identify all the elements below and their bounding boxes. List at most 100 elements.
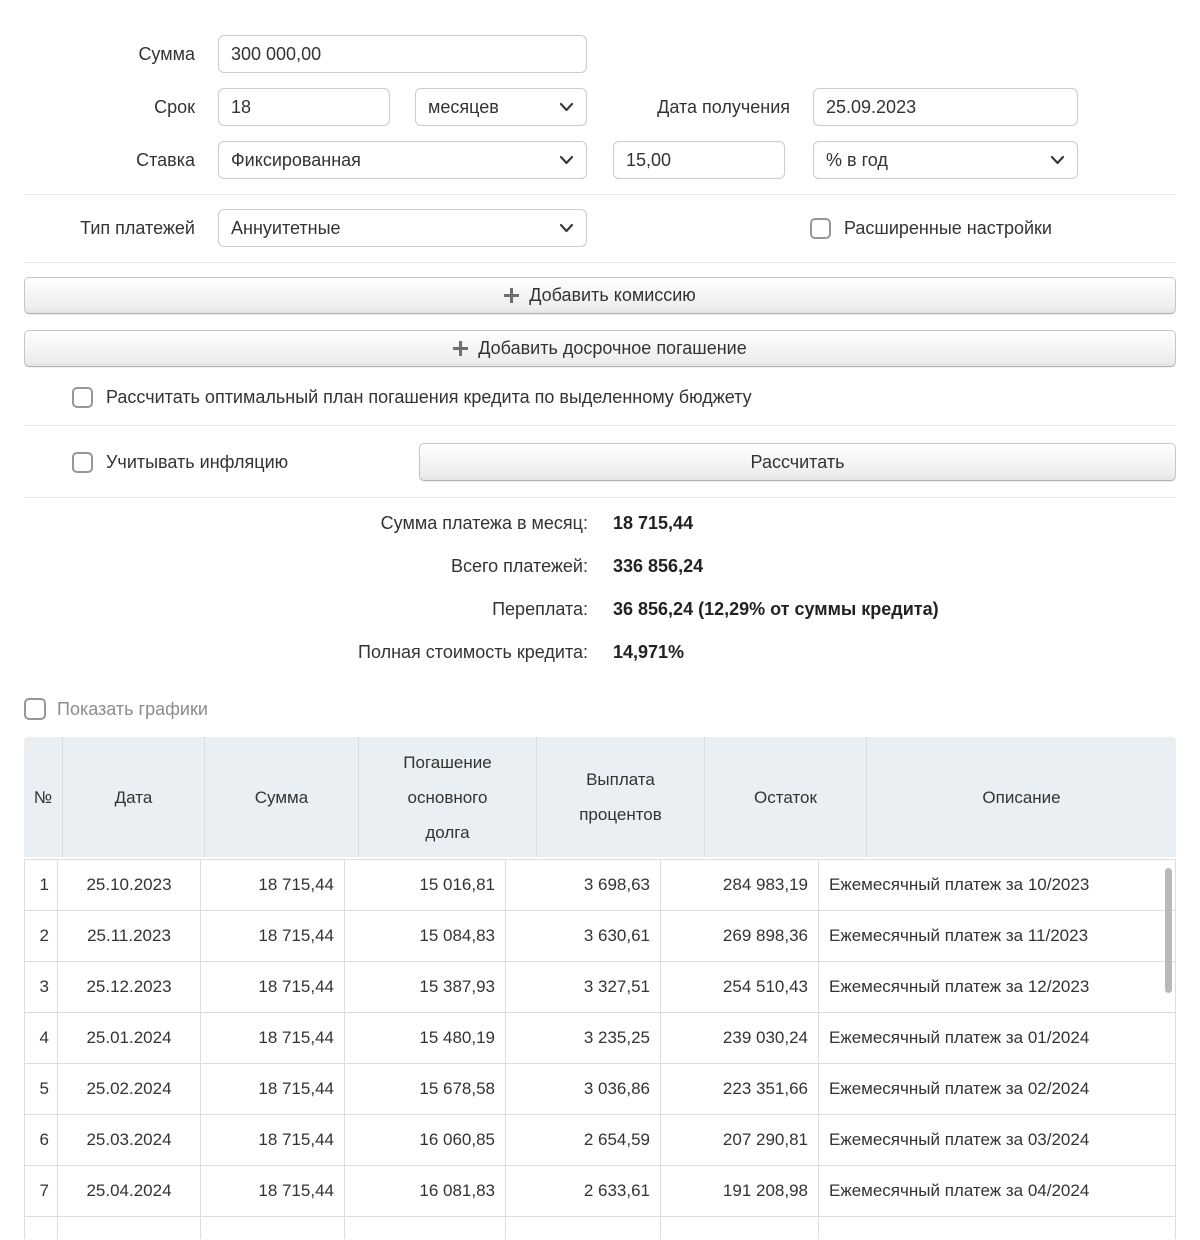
rate-unit-select-wrap: % в год <box>813 141 1078 179</box>
cell-description: Ежемесячный платеж за 10/2023 <box>829 875 1090 894</box>
optimal-plan-label[interactable]: Рассчитать оптимальный план погашения кр… <box>106 386 752 407</box>
table-row <box>25 1217 1175 1239</box>
col-description: Описание <box>866 737 1176 857</box>
date-label: Дата получения <box>657 96 790 117</box>
show-charts-checkbox-group: Показать графики <box>24 697 1176 721</box>
table-scrollbar-thumb[interactable] <box>1165 868 1172 993</box>
term-unit-select[interactable]: месяцев <box>415 88 587 126</box>
calculate-row: Учитывать инфляцию Рассчитать <box>24 443 1176 481</box>
divider <box>24 425 1176 426</box>
calculate-button[interactable]: Рассчитать <box>419 443 1176 481</box>
table-header: № Дата Сумма Погашение основного долга В… <box>24 737 1176 857</box>
result-row: Полная стоимость кредита: 14,971% <box>24 642 1176 663</box>
cell-interest: 2 654,59 <box>506 1115 661 1165</box>
full-cost-label: Полная стоимость кредита: <box>358 642 588 662</box>
cell-principal: 16 081,83 <box>345 1166 506 1216</box>
cell-description: Ежемесячный платеж за 02/2024 <box>829 1079 1090 1098</box>
cell-description: Ежемесячный платеж за 03/2024 <box>829 1130 1090 1149</box>
cell-amount <box>201 1217 345 1239</box>
cell-amount: 18 715,44 <box>201 1013 345 1063</box>
cell-number: 5 <box>25 1064 58 1114</box>
advanced-settings-checkbox[interactable] <box>810 217 831 239</box>
table-row: 4 25.01.2024 18 715,44 15 480,19 3 235,25 239… <box>25 1013 1175 1064</box>
amount-label: Сумма <box>138 43 195 64</box>
cell-interest: 3 235,25 <box>506 1013 661 1063</box>
cell-principal: 15 016,81 <box>345 860 506 910</box>
cell-principal: 15 480,19 <box>345 1013 506 1063</box>
rate-unit-select[interactable]: % в год <box>813 141 1078 179</box>
cell-number: 4 <box>25 1013 58 1063</box>
amount-row: Сумма <box>24 35 1176 73</box>
term-row: Срок месяцев Дата получения <box>24 88 1176 126</box>
date-input[interactable] <box>813 88 1078 126</box>
col-principal: Погашение основного долга <box>358 737 536 857</box>
optimal-plan-checkbox[interactable] <box>72 386 93 408</box>
inflation-checkbox-group: Учитывать инфляцию <box>72 451 289 473</box>
cell-date: 25.03.2024 <box>58 1115 201 1165</box>
rate-type-select[interactable]: Фиксированная <box>218 141 587 179</box>
cell-amount: 18 715,44 <box>201 860 345 910</box>
add-commission-button[interactable]: Добавить комиссию <box>24 277 1176 314</box>
cell-date: 25.01.2024 <box>58 1013 201 1063</box>
cell-principal: 15 084,83 <box>345 911 506 961</box>
cell-amount: 18 715,44 <box>201 1064 345 1114</box>
cell-balance: 239 030,24 <box>661 1013 819 1063</box>
cell-balance <box>661 1217 819 1239</box>
inflation-label[interactable]: Учитывать инфляцию <box>106 451 289 472</box>
rate-label: Ставка <box>136 149 195 170</box>
cell-interest: 3 698,63 <box>506 860 661 910</box>
add-early-payment-button[interactable]: Добавить досрочное погашение <box>24 330 1176 367</box>
cell-number: 3 <box>25 962 58 1012</box>
overpayment-value: 36 856,24 (12,29% от суммы кредита) <box>613 599 939 619</box>
cell-balance: 254 510,43 <box>661 962 819 1012</box>
col-number: № <box>33 787 53 807</box>
payment-type-select[interactable]: Аннуитетные <box>218 209 587 247</box>
payment-type-select-wrap: Аннуитетные <box>218 209 587 247</box>
show-charts-checkbox[interactable] <box>24 698 46 720</box>
payment-schedule-table: № Дата Сумма Погашение основного долга В… <box>24 737 1176 1239</box>
cell-interest: 3 327,51 <box>506 962 661 1012</box>
plus-icon <box>453 341 469 356</box>
cell-date: 25.10.2023 <box>58 860 201 910</box>
cell-interest: 3 630,61 <box>506 911 661 961</box>
payment-type-label: Тип платежей <box>80 217 195 238</box>
col-interest: Выплата процентов <box>536 737 704 857</box>
divider <box>24 194 1176 195</box>
cell-balance: 191 208,98 <box>661 1166 819 1216</box>
cell-date: 25.12.2023 <box>58 962 201 1012</box>
cell-description: Ежемесячный платеж за 01/2024 <box>829 1028 1090 1047</box>
inflation-checkbox[interactable] <box>72 451 93 473</box>
cell-date: 25.11.2023 <box>58 911 201 961</box>
advanced-settings-checkbox-group: Расширенные настройки <box>810 217 1052 239</box>
advanced-settings-label[interactable]: Расширенные настройки <box>844 217 1052 238</box>
table-row: 7 25.04.2024 18 715,44 16 081,83 2 633,61 191… <box>25 1166 1175 1217</box>
cell-description: Ежемесячный платеж за 11/2023 <box>829 926 1089 945</box>
table-body: 1 25.10.2023 18 715,44 15 016,81 3 698,63 284… <box>24 859 1176 1239</box>
cell-interest: 3 036,86 <box>506 1064 661 1114</box>
result-row: Переплата: 36 856,24 (12,29% от суммы кр… <box>24 599 1176 620</box>
cell-principal <box>345 1217 506 1239</box>
results-block: Сумма платежа в месяц: 18 715,44 Всего п… <box>24 513 1176 663</box>
monthly-payment-label: Сумма платежа в месяц: <box>380 513 588 533</box>
cell-description: Ежемесячный платеж за 04/2024 <box>829 1181 1090 1200</box>
monthly-payment-value: 18 715,44 <box>613 513 694 533</box>
term-input[interactable] <box>218 88 390 126</box>
cell-balance: 207 290,81 <box>661 1115 819 1165</box>
cell-number: 7 <box>25 1166 58 1216</box>
cell-interest: 2 633,61 <box>506 1166 661 1216</box>
cell-balance: 269 898,36 <box>661 911 819 961</box>
show-charts-label[interactable]: Показать графики <box>57 698 208 719</box>
overpayment-label: Переплата: <box>492 599 588 619</box>
cell-number <box>25 1217 58 1239</box>
cell-principal: 15 387,93 <box>345 962 506 1012</box>
optimal-plan-checkbox-group: Рассчитать оптимальный план погашения кр… <box>24 385 1176 409</box>
amount-input[interactable] <box>218 35 587 73</box>
payment-type-row: Тип платежей Аннуитетные Расширенные нас… <box>24 209 1176 247</box>
divider <box>24 497 1176 498</box>
col-balance: Остаток <box>704 737 866 857</box>
total-payments-value: 336 856,24 <box>613 556 704 576</box>
cell-date <box>58 1217 201 1239</box>
cell-description <box>819 1217 1175 1239</box>
rate-value-input[interactable] <box>613 141 785 179</box>
